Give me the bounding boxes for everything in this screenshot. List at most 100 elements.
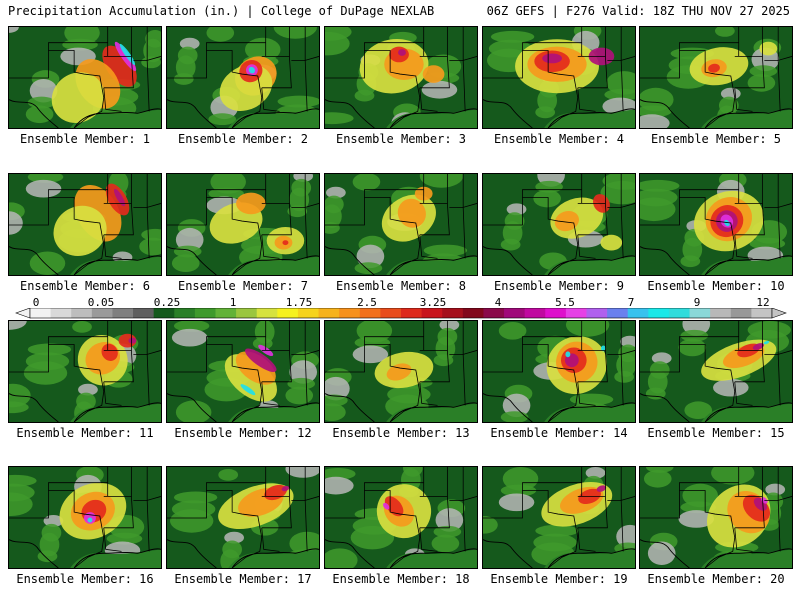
state-borders xyxy=(640,27,792,128)
map-graphic xyxy=(325,321,477,422)
background-texture xyxy=(483,467,635,568)
colorbar-swatch xyxy=(50,308,72,318)
member-caption: Ensemble Member: 8 xyxy=(335,279,467,293)
precipitation-map xyxy=(639,173,793,276)
precipitation-field xyxy=(541,481,613,527)
colorbar-swatch xyxy=(483,308,505,318)
colorbar-swatch xyxy=(215,308,237,318)
precipitation-map xyxy=(166,26,320,129)
map-graphic xyxy=(483,174,635,275)
member-caption: Ensemble Member: 16 xyxy=(16,572,154,586)
member-caption: Ensemble Member: 1 xyxy=(19,132,151,146)
gulf-region xyxy=(228,549,319,568)
member-caption: Ensemble Member: 18 xyxy=(332,572,470,586)
colorbar-swatch xyxy=(586,308,608,318)
precip-blob xyxy=(397,198,426,228)
precip-blob xyxy=(240,384,256,396)
member-caption: Ensemble Member: 17 xyxy=(174,572,312,586)
precipitation-map xyxy=(639,26,793,129)
member-caption: Ensemble Member: 2 xyxy=(177,132,309,146)
member-caption: Ensemble Member: 5 xyxy=(650,132,782,146)
ensemble-member-panel: Ensemble Member: 19 xyxy=(482,466,636,586)
colorbar-swatch xyxy=(607,308,629,318)
map-graphic xyxy=(167,174,319,275)
precip-blob xyxy=(386,363,412,381)
precip-blob xyxy=(87,517,93,523)
map-graphic xyxy=(640,174,792,275)
precipitation-map xyxy=(166,466,320,569)
member-caption: Ensemble Member: 7 xyxy=(177,279,309,293)
precipitation-field xyxy=(53,183,130,257)
map-graphic xyxy=(640,27,792,128)
precipitation-map xyxy=(482,320,636,423)
gulf-region xyxy=(544,256,635,275)
colorbar-tick-label: 7 xyxy=(627,296,635,309)
colorbar-tick-label: 2.5 xyxy=(357,296,377,309)
map-graphic xyxy=(167,27,319,128)
colorbar-swatch xyxy=(627,308,649,318)
colorbar-swatch xyxy=(112,308,134,318)
colorbar-swatch xyxy=(710,308,732,318)
colorbar-swatch xyxy=(174,308,196,318)
precip-blob xyxy=(384,496,404,517)
gulf-region xyxy=(701,109,792,128)
colorbar-swatch xyxy=(545,308,567,318)
colorbar-swatch xyxy=(71,308,93,318)
colorbar-swatch xyxy=(730,308,752,318)
precip-blob xyxy=(281,485,290,492)
map-graphic xyxy=(483,27,635,128)
precipitation-map xyxy=(482,26,636,129)
colorbar-swatch xyxy=(565,308,587,318)
ensemble-member-panel: Ensemble Member: 20 xyxy=(639,466,793,586)
ensemble-member-panel: Ensemble Member: 18 xyxy=(324,466,478,586)
member-caption: Ensemble Member: 15 xyxy=(647,426,785,440)
state-borders xyxy=(325,27,477,128)
colorbar-swatch xyxy=(648,308,670,318)
precip-blob xyxy=(118,333,137,348)
precipitation-field xyxy=(209,192,305,255)
precipitation-field xyxy=(219,56,277,111)
colorbar-swatch xyxy=(91,308,113,318)
gulf-region xyxy=(70,403,161,422)
precipitation-map xyxy=(8,466,162,569)
precip-blob xyxy=(101,343,118,361)
member-caption: Ensemble Member: 13 xyxy=(332,426,470,440)
ensemble-member-panel: Ensemble Member: 7 xyxy=(166,173,320,293)
colorbar-tick-label: 0.05 xyxy=(87,296,115,309)
colorbar-swatch xyxy=(421,308,443,318)
precipitation-field xyxy=(381,186,436,242)
precipitation-field xyxy=(359,39,445,94)
precipitation-field xyxy=(77,333,137,386)
state-borders xyxy=(483,174,635,275)
precipitation-map xyxy=(324,173,478,276)
precipitation-map xyxy=(8,320,162,423)
member-caption: Ensemble Member: 3 xyxy=(335,132,467,146)
header-valid-time: 06Z GEFS | F276 Valid: 18Z THU NOV 27 20… xyxy=(486,4,790,18)
precip-blob xyxy=(248,66,256,74)
state-borders xyxy=(640,467,792,568)
precip-blob xyxy=(282,240,289,246)
gulf-region xyxy=(701,403,792,422)
state-borders xyxy=(483,467,635,568)
precip-blob xyxy=(383,502,390,510)
ensemble-member-panel: Ensemble Member: 17 xyxy=(166,466,320,586)
gulf-region xyxy=(70,256,161,275)
precipitation-map xyxy=(639,320,793,423)
ensemble-member-panel: Ensemble Member: 13 xyxy=(324,320,478,440)
colorbar-tick-label: 0.25 xyxy=(153,296,181,309)
precipitation-map xyxy=(482,466,636,569)
gulf-region xyxy=(386,403,477,422)
member-caption: Ensemble Member: 9 xyxy=(493,279,625,293)
colorbar-swatch xyxy=(194,308,216,318)
precip-blob xyxy=(600,234,623,251)
gulf-region xyxy=(701,549,792,568)
state-borders xyxy=(325,321,477,422)
colorbar-swatch xyxy=(318,308,340,318)
precipitation-map xyxy=(324,26,478,129)
gulf-region xyxy=(228,403,319,422)
state-borders xyxy=(483,27,635,128)
state-borders xyxy=(9,174,161,275)
colorbar-swatch xyxy=(236,308,258,318)
ensemble-member-panel: Ensemble Member: 15 xyxy=(639,320,793,440)
colorbar-tick-label: 9 xyxy=(693,296,701,309)
